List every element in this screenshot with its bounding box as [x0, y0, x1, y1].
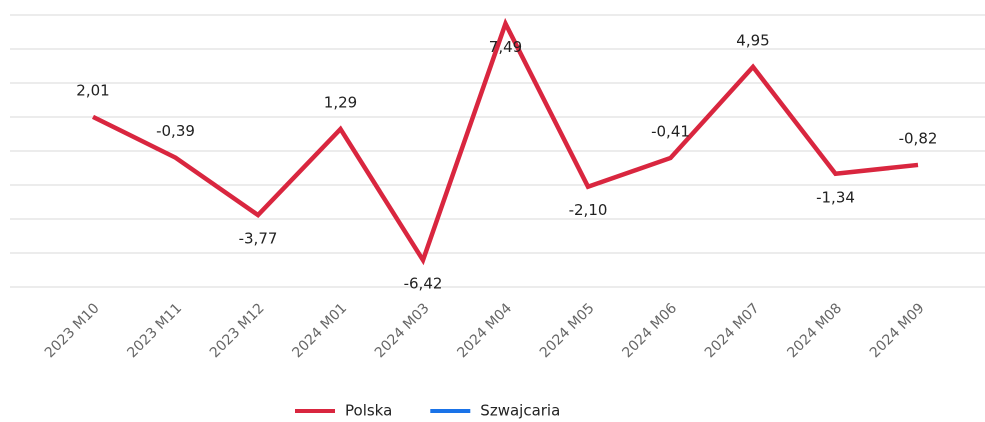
x-tick-label: 2024 M08 — [784, 300, 845, 361]
x-tick-label: 2024 M03 — [372, 300, 433, 361]
data-label: 7,49 — [489, 38, 522, 56]
x-tick-label: 2023 M11 — [124, 300, 185, 361]
data-label: -6,42 — [404, 275, 443, 293]
data-label: -0,82 — [899, 129, 938, 147]
data-label: 1,29 — [324, 94, 357, 112]
data-label: -0,39 — [156, 122, 195, 140]
data-label: -0,41 — [651, 122, 690, 140]
x-tick-label: 2023 M12 — [207, 300, 268, 361]
x-tick-label: 2024 M05 — [537, 300, 598, 361]
x-tick-label: 2024 M01 — [289, 300, 350, 361]
x-tick-label: 2024 M07 — [702, 300, 763, 361]
data-label: -3,77 — [239, 230, 278, 248]
data-label: 2,01 — [76, 81, 109, 99]
series-line — [92, 17, 919, 266]
data-label: -2,10 — [569, 201, 608, 219]
x-tick-label: 2024 M04 — [454, 300, 515, 361]
x-tick-label: 2024 M06 — [619, 300, 680, 361]
data-label: -1,34 — [816, 188, 855, 206]
data-label: 4,95 — [736, 31, 769, 49]
legend-label: Szwajcaria — [480, 402, 560, 420]
x-tick-label: 2023 M10 — [42, 300, 103, 361]
x-tick-label: 2024 M09 — [867, 300, 928, 361]
legend-label: Polska — [345, 402, 392, 420]
